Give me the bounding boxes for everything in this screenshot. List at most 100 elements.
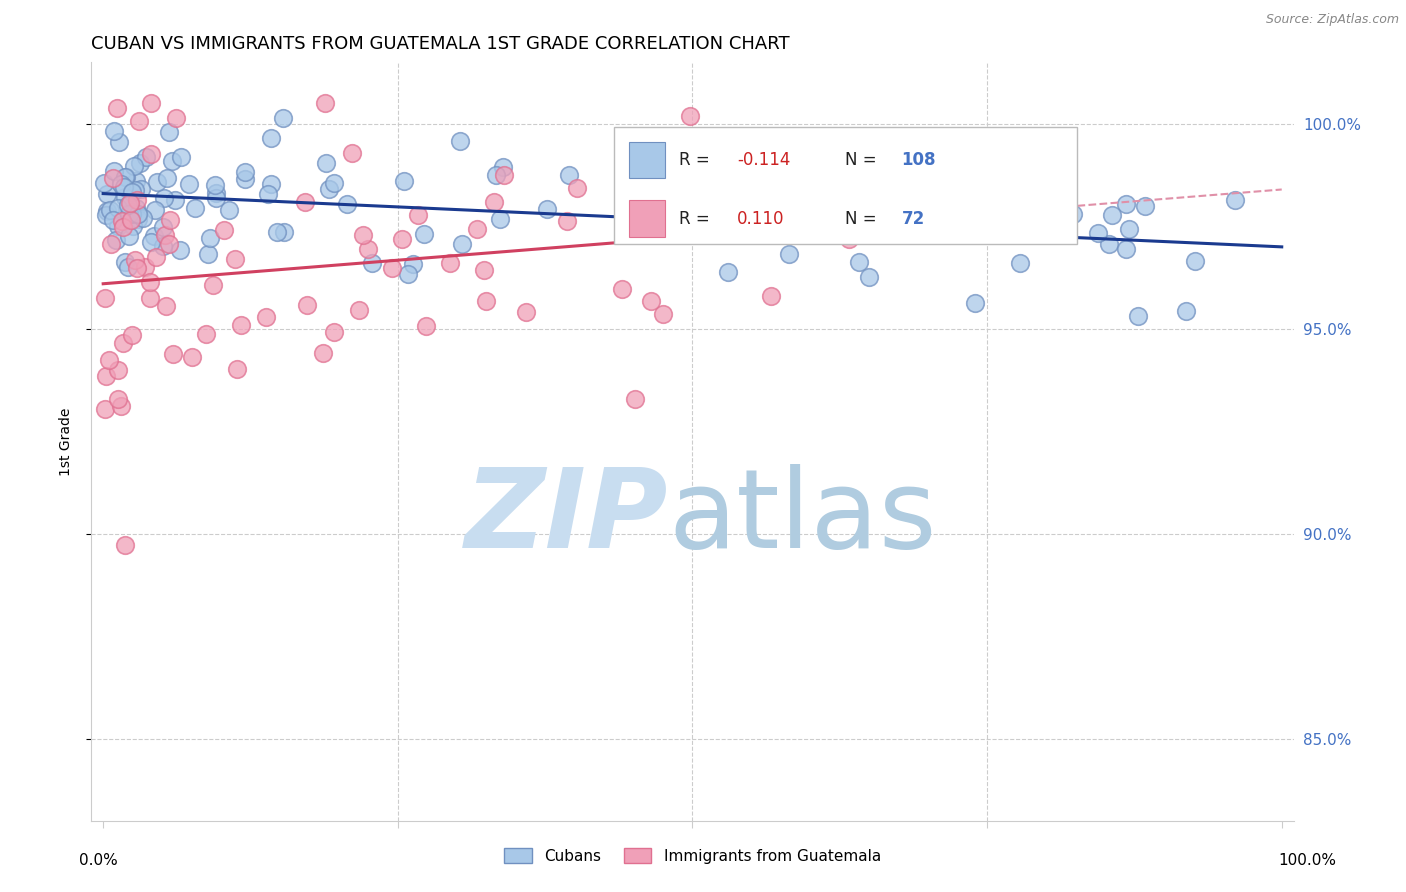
Point	[160, 154, 183, 169]
Point	[98, 202, 121, 217]
Point	[96, 208, 118, 222]
Point	[904, 202, 927, 217]
Point	[139, 291, 162, 305]
Text: 108: 108	[901, 151, 936, 169]
Point	[125, 201, 148, 215]
Point	[107, 363, 129, 377]
Point	[759, 289, 782, 303]
Point	[96, 368, 118, 383]
Point	[181, 350, 204, 364]
Point	[515, 305, 537, 319]
Point	[494, 168, 516, 182]
Point	[121, 204, 143, 219]
Point	[143, 203, 166, 218]
Point	[152, 191, 174, 205]
Text: R =: R =	[679, 210, 720, 227]
Point	[165, 111, 187, 125]
Point	[117, 198, 139, 212]
Point	[110, 177, 132, 191]
Point	[1128, 309, 1150, 323]
Point	[1098, 236, 1121, 251]
Point	[114, 538, 136, 552]
Point	[610, 282, 633, 296]
Bar	[628, 142, 665, 178]
Point	[156, 171, 179, 186]
Point	[260, 131, 283, 145]
Legend: Cubans, Immigrants from Guatemala: Cubans, Immigrants from Guatemala	[498, 842, 887, 870]
Point	[485, 168, 508, 182]
Point	[127, 212, 149, 227]
Point	[415, 318, 437, 333]
Point	[638, 194, 661, 209]
Text: 72: 72	[901, 210, 925, 227]
Point	[482, 194, 505, 209]
Point	[381, 260, 404, 275]
Point	[132, 211, 155, 226]
Text: 0.110: 0.110	[737, 210, 785, 227]
Text: N =: N =	[845, 151, 882, 169]
Point	[212, 223, 235, 237]
Point	[141, 96, 163, 111]
Point	[107, 392, 129, 407]
Point	[135, 150, 157, 164]
Point	[1021, 214, 1043, 228]
Point	[716, 265, 738, 279]
Point	[1118, 222, 1140, 236]
Point	[163, 193, 186, 207]
Point	[640, 294, 662, 309]
Point	[1010, 255, 1032, 269]
Point	[1175, 304, 1198, 318]
Point	[120, 213, 142, 227]
Point	[138, 275, 160, 289]
Point	[96, 187, 118, 202]
Point	[472, 263, 495, 277]
Point	[122, 159, 145, 173]
Point	[157, 237, 180, 252]
Text: N =: N =	[845, 210, 882, 227]
Text: 0.0%: 0.0%	[79, 854, 118, 868]
Point	[297, 298, 319, 312]
Point	[294, 195, 316, 210]
Point	[848, 255, 870, 269]
Point	[314, 96, 336, 111]
Point	[823, 185, 845, 199]
Point	[124, 252, 146, 267]
Point	[357, 242, 380, 256]
Text: Source: ZipAtlas.com: Source: ZipAtlas.com	[1265, 13, 1399, 27]
Point	[1054, 188, 1077, 202]
Point	[224, 252, 246, 267]
Point	[557, 168, 579, 182]
Point	[183, 201, 205, 215]
Point	[103, 170, 125, 185]
Point	[141, 147, 163, 161]
Point	[260, 177, 283, 191]
Point	[465, 222, 488, 236]
Point	[679, 109, 702, 123]
Point	[449, 134, 471, 148]
Point	[177, 177, 200, 191]
Point	[1184, 253, 1206, 268]
Point	[273, 225, 295, 239]
Point	[858, 270, 880, 285]
Point	[93, 402, 115, 417]
Point	[197, 246, 219, 260]
Point	[266, 225, 288, 239]
Point	[118, 207, 141, 221]
Point	[474, 293, 496, 308]
Text: -0.114: -0.114	[737, 151, 790, 169]
Point	[112, 335, 135, 350]
Point	[101, 213, 124, 227]
Point	[271, 112, 294, 126]
Point	[121, 207, 143, 221]
Point	[118, 229, 141, 244]
Point	[152, 219, 174, 234]
Point	[112, 179, 135, 194]
Point	[200, 231, 222, 245]
Point	[93, 176, 115, 190]
Point	[402, 257, 425, 271]
Point	[257, 186, 280, 201]
Point	[489, 211, 512, 226]
Point	[406, 208, 429, 222]
Point	[117, 260, 139, 274]
Point	[336, 197, 359, 211]
